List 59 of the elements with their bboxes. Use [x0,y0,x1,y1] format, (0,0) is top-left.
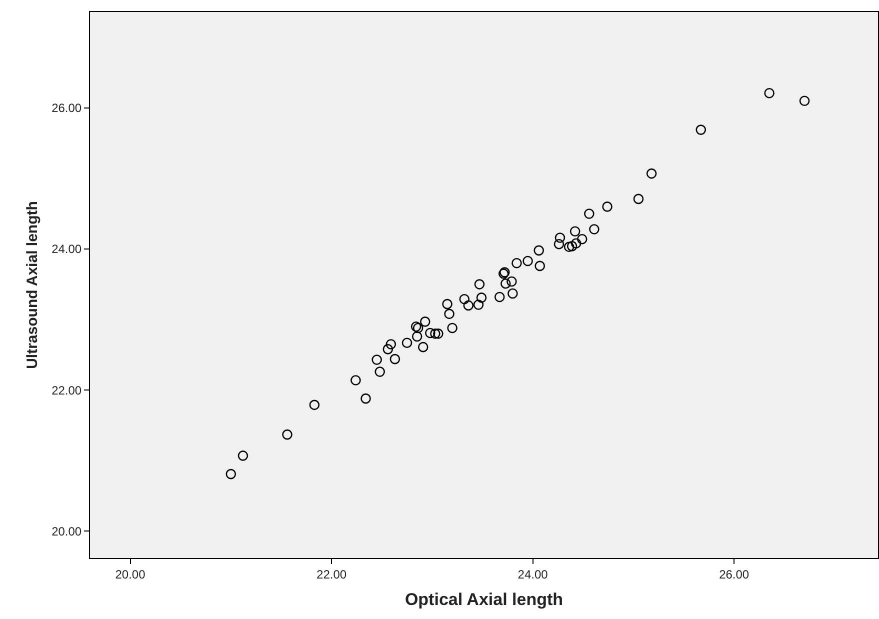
point [444,308,454,320]
x-tick-label: 26.00 [719,567,750,582]
y-tick-label: 22.00 [52,383,82,398]
point [564,242,574,252]
point [799,96,810,106]
point [633,194,644,204]
y-tick-label: 20.00 [52,524,82,538]
point [372,354,382,365]
point [522,256,533,266]
point [418,342,428,352]
point [226,468,236,480]
point [447,322,458,334]
point [282,429,292,440]
point [386,339,396,350]
x-tick-label: 22.00 [316,567,347,582]
y-axis-title: Ultrasound Axial length [24,201,41,369]
x-tick-label: 24.00 [518,567,548,582]
point [570,238,582,249]
point [420,316,430,327]
point [764,88,774,98]
point [566,241,578,252]
point [374,366,385,377]
point [473,300,484,310]
point [534,260,545,272]
point [508,288,518,299]
point [584,208,594,219]
point [476,292,487,303]
point [506,276,517,287]
point [382,344,394,354]
point [360,393,371,404]
point [459,294,470,304]
point [512,258,522,268]
point [433,328,444,339]
point [602,202,612,212]
point [696,124,706,135]
y-tick-label: 24.00 [52,242,82,256]
point [430,328,440,339]
point [554,232,566,243]
point [412,331,422,342]
point [390,354,400,364]
point [570,226,580,237]
point [554,238,564,250]
point [238,450,248,461]
point [646,168,657,179]
point [309,400,320,410]
x-axis-title: Optical Axial length [404,590,564,609]
point [425,328,436,338]
point [534,245,544,256]
point [350,375,361,386]
point [474,279,485,290]
point [576,234,588,244]
point [500,278,511,289]
point [463,300,474,311]
x-tick-label: 20.00 [115,567,146,582]
point [589,224,600,234]
y-tick-label: 26.00 [52,101,82,116]
point [494,292,505,302]
point [402,338,412,348]
point [442,298,452,310]
